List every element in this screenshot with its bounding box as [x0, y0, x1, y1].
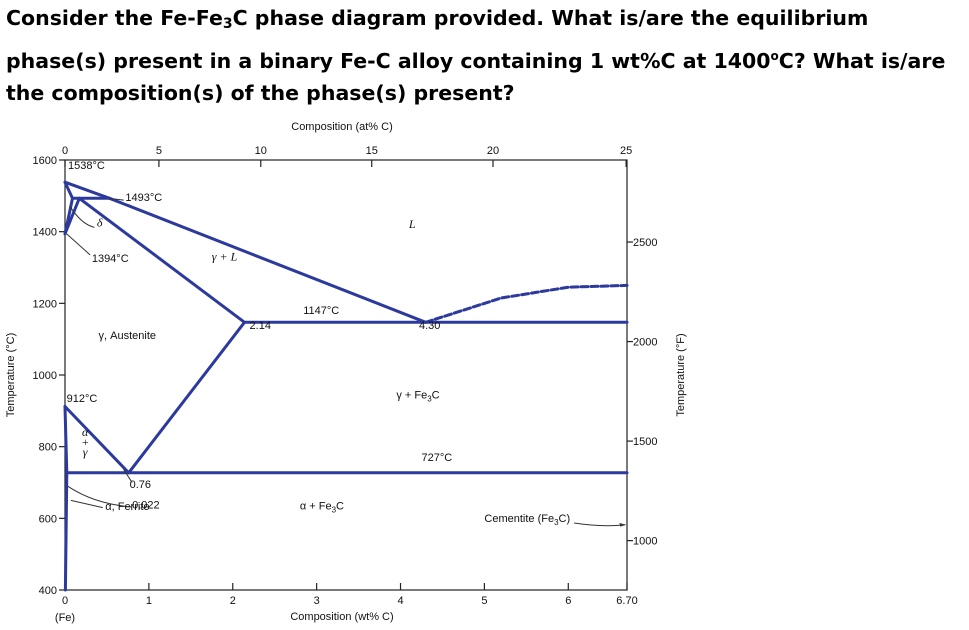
acm-solvus-line: [127, 320, 246, 475]
annotation-1394-leader: [66, 233, 91, 256]
annotation-0-76-leader: [123, 469, 133, 483]
top-tick-label: 5: [156, 145, 162, 157]
phase-boundaries: [63, 180, 629, 592]
top-axis-title: Composition (at% C): [291, 121, 392, 133]
top-tick-label: 25: [620, 145, 632, 157]
question-part-2: C phase diagram provided. What is/are th…: [6, 6, 869, 73]
annotation-1493-leader: [109, 197, 124, 201]
annotation-2-14: 2.14: [250, 320, 271, 332]
phase-label-alpha-gamma: α: [82, 425, 89, 439]
ferrite-leader: [70, 499, 103, 509]
right-tick-label: 1500: [633, 436, 657, 448]
bottom-origin-note: (Fe): [55, 612, 75, 624]
top-tick-label: 10: [255, 145, 267, 157]
left-tick-label: 800: [39, 442, 57, 454]
annotation-1147: 1147°C: [303, 305, 339, 317]
delta-leader: [69, 206, 95, 228]
phase-label-delta: δ: [97, 215, 103, 229]
phase-label-alpha-fe3c: α + Fe3C: [300, 500, 344, 514]
phase-label-gamma-fe3c: γ + Fe3C: [396, 389, 439, 403]
cementite-arrowhead: [619, 522, 627, 527]
gamma-alpha-boundary: [63, 405, 69, 475]
left-tick-label: 1600: [33, 155, 57, 167]
plot-frame: [64, 159, 628, 591]
phase-label-ferrite: α, Ferrite: [105, 501, 149, 513]
phase-label-austenite: γ, Austenite: [99, 330, 156, 342]
annotation-4-30: 4.30: [419, 320, 440, 332]
top-tick-label: 20: [487, 145, 499, 157]
question-subscript-3: 3: [222, 16, 233, 32]
right-tick-label: 1000: [633, 536, 657, 548]
phase-label-liquid: L: [408, 217, 416, 231]
top-tick-label: 15: [366, 145, 378, 157]
bottom-tick-label: 0: [62, 595, 68, 607]
right-tick-label: 2500: [633, 237, 657, 249]
question-degree: o: [770, 49, 779, 63]
bottom-tick-label: 2: [230, 595, 236, 607]
bottom-tick-label: 6.70: [616, 595, 637, 607]
left-tick-label: 1200: [33, 298, 57, 310]
left-tick-label: 400: [39, 585, 57, 597]
left-tick-label: 1400: [33, 227, 57, 239]
annotation-912: 912°C: [67, 393, 98, 405]
phase-label-cementite: Cementite (Fe3C): [484, 513, 570, 527]
annotation-1538: 1538°C: [68, 160, 105, 172]
left-axis-title: Temperature (°C): [5, 333, 17, 417]
axes-frame: [64, 159, 628, 591]
right-tick-label: 2000: [633, 337, 657, 349]
solidus-line: [77, 196, 246, 324]
phase-label-alpha-gamma: γ: [83, 445, 88, 459]
gamma-delta-boundary: [63, 196, 81, 236]
bottom-tick-label: 3: [314, 595, 320, 607]
annotation-1394: 1394°C: [92, 253, 129, 265]
phase-labels: 1538°C 1493°C 1394°C 1147°C 912°C 727°C 2.14 4.…: [66, 160, 627, 527]
top-tick-label: 0: [62, 145, 68, 157]
question-part-3: C? What is/are the composition(s) of the…: [6, 48, 946, 105]
phase-label-gamma-liquid: γ + L: [212, 249, 238, 263]
annotation-0-76: 0.76: [130, 479, 151, 491]
bottom-tick-label: 1: [146, 595, 152, 607]
bottom-tick-label: 6: [565, 595, 571, 607]
annotation-0-022-leader: [67, 485, 132, 508]
left-tick-label: 1000: [33, 370, 57, 382]
annotation-727: 727°C: [421, 452, 452, 464]
a3-line: [63, 405, 131, 475]
annotation-1493: 1493°C: [125, 192, 162, 204]
left-tick-label: 600: [39, 513, 57, 525]
annotation-0-022: 0.022: [132, 500, 160, 512]
cementite-liquidus-line: [424, 283, 629, 324]
phase-label-alpha-gamma: +: [81, 435, 89, 449]
question-text: Consider the Fe-Fe3C phase diagram provi…: [6, 2, 961, 109]
bottom-tick-label: 5: [481, 595, 487, 607]
bottom-axis-title: Composition (wt% C): [290, 611, 393, 623]
right-axis-title: Temperature (°F): [675, 333, 687, 416]
bottom-tick-label: 4: [397, 595, 403, 607]
question-part-1: Consider the Fe-Fe: [6, 6, 223, 30]
cementite-leader: [574, 522, 626, 527]
alpha-solvus-line: [63, 471, 69, 592]
